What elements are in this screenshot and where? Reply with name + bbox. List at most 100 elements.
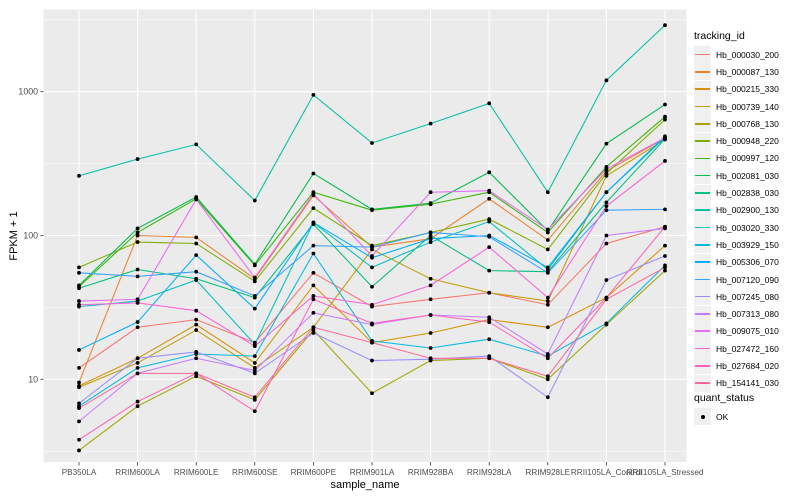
- data-point: [135, 157, 140, 161]
- data-point: [77, 380, 81, 385]
- legend-key-line-icon: [695, 261, 710, 263]
- legend-key: [694, 80, 711, 98]
- legend-key: [694, 357, 711, 375]
- legend-key-line-icon: [695, 330, 710, 333]
- data-point: [663, 114, 667, 119]
- data-point: [77, 173, 81, 178]
- legend-entry-Hb_007120_090: Hb_007120_090: [694, 271, 798, 288]
- data-point: [135, 274, 140, 279]
- data-point: [135, 361, 140, 365]
- data-point: [311, 294, 316, 298]
- data-point: [663, 224, 667, 229]
- data-point: [487, 356, 492, 361]
- data-point: [77, 419, 81, 424]
- data-point: [604, 208, 609, 213]
- legend-entry-label: Hb_005306_070: [716, 257, 779, 268]
- data-point: [604, 78, 609, 83]
- legend-entry-label: OK: [716, 411, 729, 422]
- data-point: [135, 320, 140, 324]
- legend-key: [694, 132, 711, 150]
- data-point: [135, 230, 140, 235]
- legend-key: [694, 98, 711, 116]
- data-point: [487, 170, 492, 175]
- data-point: [194, 308, 199, 313]
- data-point: [135, 240, 140, 244]
- data-point: [428, 233, 433, 238]
- legend-key-line-icon: [695, 347, 710, 350]
- data-point: [370, 254, 374, 258]
- legend-entry-label: Hb_027472_160: [716, 343, 779, 354]
- data-point: [77, 270, 81, 275]
- data-point: [194, 235, 199, 240]
- legend-key-line-icon: [695, 244, 710, 246]
- legend-entry-label: Hb_154141_030: [716, 378, 779, 389]
- data-point: [370, 284, 374, 289]
- data-point: [311, 283, 316, 288]
- legend-key: [694, 236, 711, 254]
- legend-entry-Hb_154141_030: Hb_154141_030: [694, 374, 798, 392]
- data-point: [370, 302, 374, 307]
- legend-key: [694, 305, 711, 323]
- legend-entry-label: Hb_000739_140: [716, 101, 779, 112]
- data-point: [135, 356, 140, 361]
- legend-key-line-icon: [695, 313, 710, 315]
- legend-key-line-icon: [695, 295, 710, 298]
- x-tick-label: RRIM600SE: [232, 468, 278, 477]
- data-point: [545, 270, 550, 275]
- data-point: [77, 265, 81, 270]
- data-point: [135, 399, 140, 404]
- data-point: [77, 448, 81, 453]
- legend-key-line-icon: [695, 278, 710, 281]
- data-point: [428, 190, 433, 195]
- legend-entry-Hb_027472_160: Hb_027472_160: [694, 340, 798, 358]
- data-point: [135, 300, 140, 305]
- legend-entry-Hb_003020_330: Hb_003020_330: [694, 219, 798, 237]
- data-point: [194, 269, 199, 274]
- data-point: [545, 395, 550, 400]
- legend-key: [694, 322, 711, 340]
- legend-entry-Hb_000215_330: Hb_000215_330: [694, 80, 798, 98]
- legend-entry-Hb_002081_030: Hb_002081_030: [694, 167, 798, 185]
- data-point: [428, 313, 433, 317]
- legend-key: [694, 167, 711, 185]
- x-tick-label: RRIM600LE: [174, 468, 219, 477]
- data-point: [663, 117, 667, 122]
- data-point: [428, 356, 433, 361]
- data-point: [311, 325, 316, 330]
- data-point: [604, 141, 609, 146]
- y-tick-label: 100: [23, 231, 38, 241]
- data-point: [370, 207, 374, 212]
- data-point: [252, 198, 257, 203]
- data-point: [487, 268, 492, 273]
- x-tick-label: PB350LA: [62, 468, 97, 477]
- x-tick-label: RRIM901LA: [350, 468, 395, 477]
- data-point: [252, 294, 257, 298]
- x-tick-label: RRIM928LE: [525, 468, 570, 477]
- data-point: [370, 245, 374, 250]
- data-point: [311, 220, 316, 225]
- legend-key: [694, 115, 711, 133]
- data-point: [545, 352, 550, 356]
- legend-entry-label: Hb_007120_090: [716, 274, 779, 285]
- data-point: [194, 328, 199, 332]
- data-point: [77, 286, 81, 291]
- legend-entry-Hb_005306_070: Hb_005306_070: [694, 253, 798, 271]
- data-point: [663, 159, 667, 163]
- legend-key-line-icon: [695, 122, 710, 125]
- data-point: [428, 346, 433, 350]
- legend-key-line-icon: [695, 157, 710, 160]
- data-point: [428, 297, 433, 302]
- data-point: [487, 188, 492, 193]
- data-point: [194, 241, 199, 246]
- legend-key: [694, 374, 711, 392]
- legend-key: [694, 253, 711, 271]
- data-point: [604, 167, 609, 171]
- legend-entry-label: Hb_000030_200: [716, 49, 779, 60]
- data-point: [194, 197, 199, 202]
- legend-tracking-id: tracking_id Hb_000030_200 Hb_000087_130 Hb…: [694, 30, 798, 392]
- legend-entry-Hb_002900_130: Hb_002900_130: [694, 201, 798, 219]
- data-point: [428, 240, 433, 244]
- legend-key: [694, 288, 711, 306]
